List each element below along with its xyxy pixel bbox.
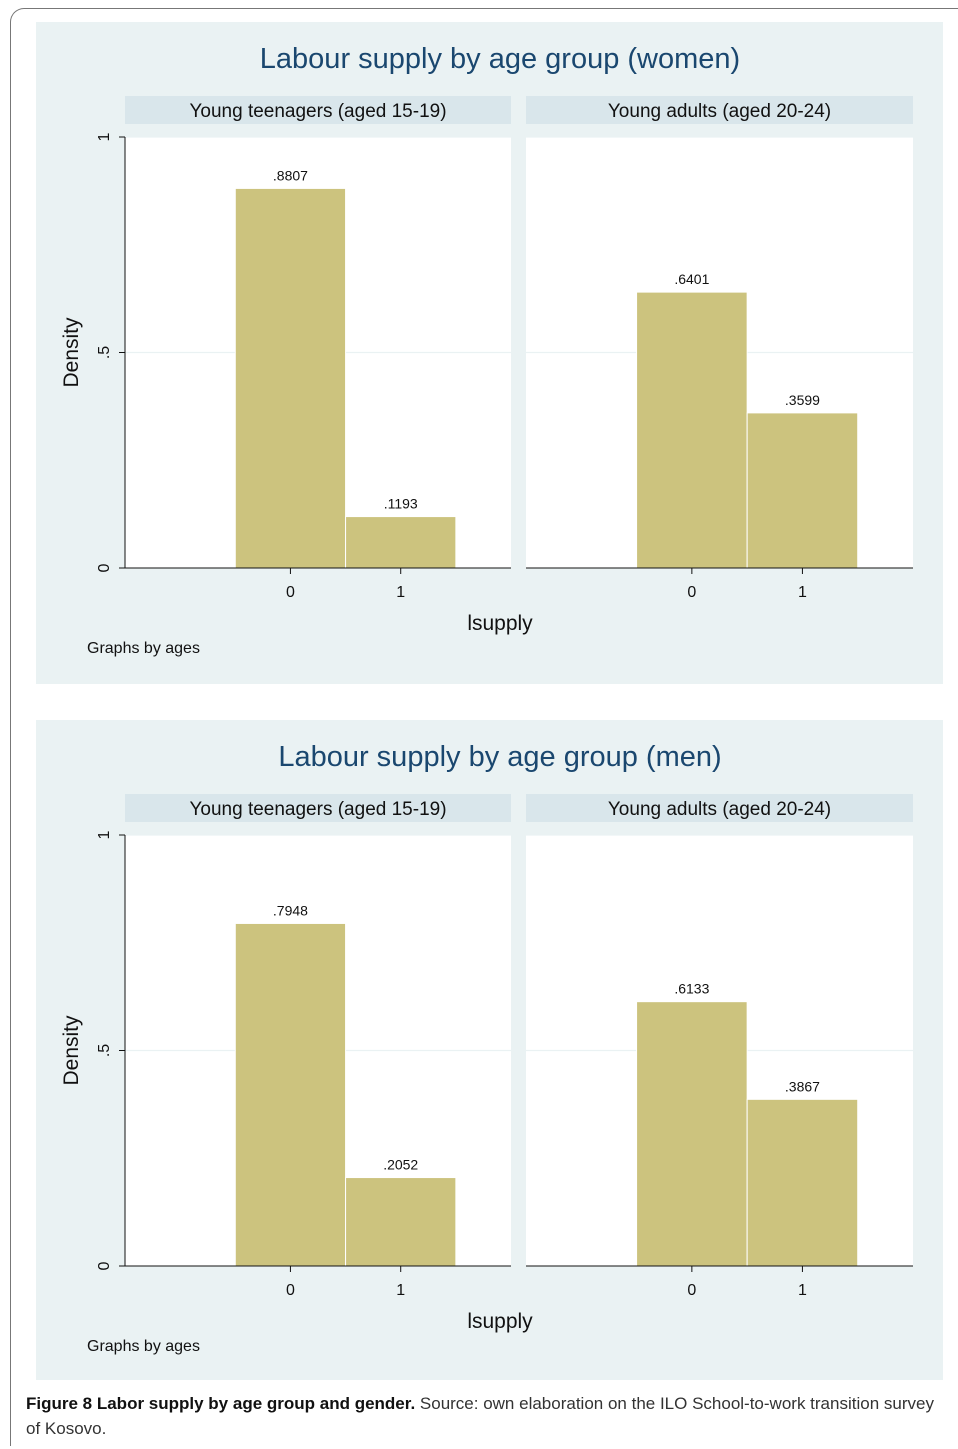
bar-value-label: .6133: [674, 981, 709, 997]
chart-men: Labour supply by age group (men) Young te…: [60, 741, 913, 1355]
x-tick-label: 0: [286, 1282, 295, 1299]
facet-strip: [526, 96, 913, 124]
y-tick-label: 1: [96, 132, 113, 141]
y-tick-label: 0: [96, 1261, 113, 1270]
bar-value-label: .6401: [674, 271, 709, 287]
x-axis-label: lsupply: [467, 1310, 533, 1333]
figure-frame: [10, 8, 958, 1446]
chart-title: Labour supply by age group (women): [260, 43, 740, 75]
x-axis-label: lsupply: [467, 612, 533, 635]
bar: [636, 291, 748, 569]
y-tick-label: 1: [96, 830, 113, 839]
bar-value-label: .8807: [273, 167, 308, 183]
bar-value-label: .3599: [785, 392, 820, 408]
bar-value-label: .1193: [384, 496, 418, 512]
bar: [746, 412, 859, 569]
x-tick-label: 1: [396, 584, 405, 601]
bar-value-label: .2052: [383, 1157, 418, 1173]
bar: [345, 1177, 457, 1267]
facet-strip-label: Young teenagers (aged 15-19): [189, 799, 446, 820]
x-tick-label: 0: [687, 584, 696, 601]
chart-title: Labour supply by age group (men): [278, 741, 721, 773]
y-tick-label: 0: [96, 563, 113, 572]
figure-caption: Figure 8 Labor supply by age group and g…: [26, 1391, 936, 1441]
bar: [234, 922, 347, 1267]
caption-label: Figure 8 Labor supply by age group and g…: [26, 1394, 416, 1413]
bar: [234, 187, 347, 569]
facet-strip-label: Young adults (aged 20-24): [608, 799, 831, 820]
bar-value-label: .7948: [273, 902, 308, 918]
y-tick-label: .5: [96, 1044, 113, 1057]
x-tick-label: 1: [798, 1282, 807, 1299]
facet-strip: [526, 794, 913, 822]
facet-strip-label: Young adults (aged 20-24): [608, 101, 831, 122]
chart-note: Graphs by ages: [87, 640, 200, 657]
x-tick-label: 0: [687, 1282, 696, 1299]
y-axis-label: Density: [60, 317, 83, 388]
y-axis-label: Density: [60, 1015, 83, 1086]
bar: [636, 1001, 748, 1267]
bar: [746, 1098, 859, 1267]
y-tick-label: .5: [96, 346, 113, 359]
bar-value-label: .3867: [785, 1078, 820, 1094]
facet-strip: [125, 794, 511, 822]
chart-panel-women: Labour supply by age group (women) Young …: [36, 22, 943, 684]
facet-strip: [125, 96, 511, 124]
x-tick-label: 0: [286, 584, 295, 601]
x-tick-label: 1: [396, 1282, 405, 1299]
chart-women: Labour supply by age group (women) Young …: [60, 43, 913, 657]
bar: [345, 516, 457, 569]
chart-note: Graphs by ages: [87, 1338, 200, 1355]
chart-panel-men: Labour supply by age group (men) Young te…: [36, 720, 943, 1380]
facet-strip-label: Young teenagers (aged 15-19): [189, 101, 446, 122]
caption-text: Source: own elaboration on the ILO Schoo…: [26, 1394, 934, 1438]
x-tick-label: 1: [798, 584, 807, 601]
